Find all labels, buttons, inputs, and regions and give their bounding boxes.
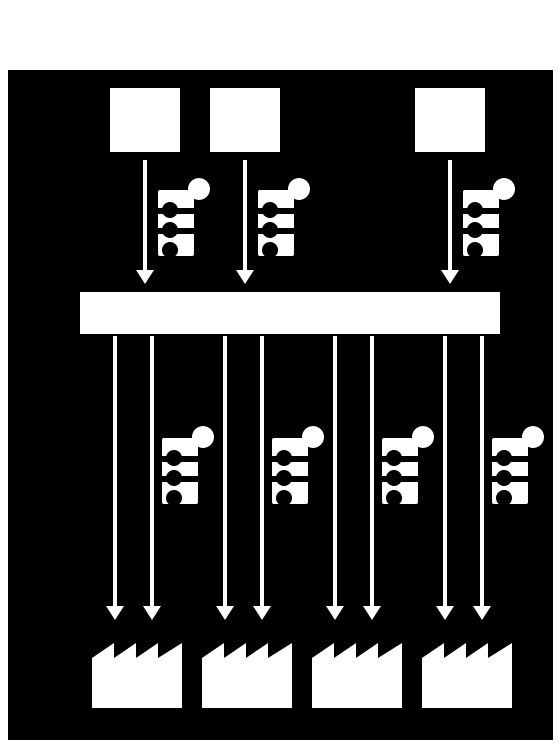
truck-icon — [158, 170, 214, 264]
arrow-stem — [150, 336, 154, 606]
arrow-stem — [260, 336, 264, 606]
arrow-head-icon — [236, 270, 254, 284]
arrow-stem — [143, 160, 147, 270]
arrow-head-icon — [216, 606, 234, 620]
source-box — [205, 83, 285, 157]
arrow-stem — [443, 336, 447, 606]
hub-bar — [80, 292, 500, 334]
source-box — [410, 83, 490, 157]
factory-icon — [422, 628, 512, 708]
arrow-stem — [448, 160, 452, 270]
arrow-head-icon — [326, 606, 344, 620]
factory-icon — [202, 628, 292, 708]
truck-icon — [272, 418, 328, 512]
arrow-head-icon — [143, 606, 161, 620]
arrow-head-icon — [436, 606, 454, 620]
truck-icon — [382, 418, 438, 512]
factory-icon — [92, 628, 182, 708]
arrow-stem — [243, 160, 247, 270]
arrow-stem — [333, 336, 337, 606]
truck-icon — [492, 418, 548, 512]
source-box — [105, 83, 185, 157]
truck-icon — [463, 170, 519, 264]
truck-icon — [162, 418, 218, 512]
arrow-head-icon — [441, 270, 459, 284]
factory-icon — [312, 628, 402, 708]
arrow-head-icon — [473, 606, 491, 620]
arrow-head-icon — [106, 606, 124, 620]
arrow-head-icon — [253, 606, 271, 620]
arrow-head-icon — [363, 606, 381, 620]
arrow-stem — [480, 336, 484, 606]
diagram-root: ...... — [0, 0, 559, 746]
arrow-stem — [370, 336, 374, 606]
arrow-head-icon — [136, 270, 154, 284]
ellipsis: ...... — [320, 110, 369, 136]
arrow-stem — [223, 336, 227, 606]
truck-icon — [258, 170, 314, 264]
arrow-stem — [113, 336, 117, 606]
